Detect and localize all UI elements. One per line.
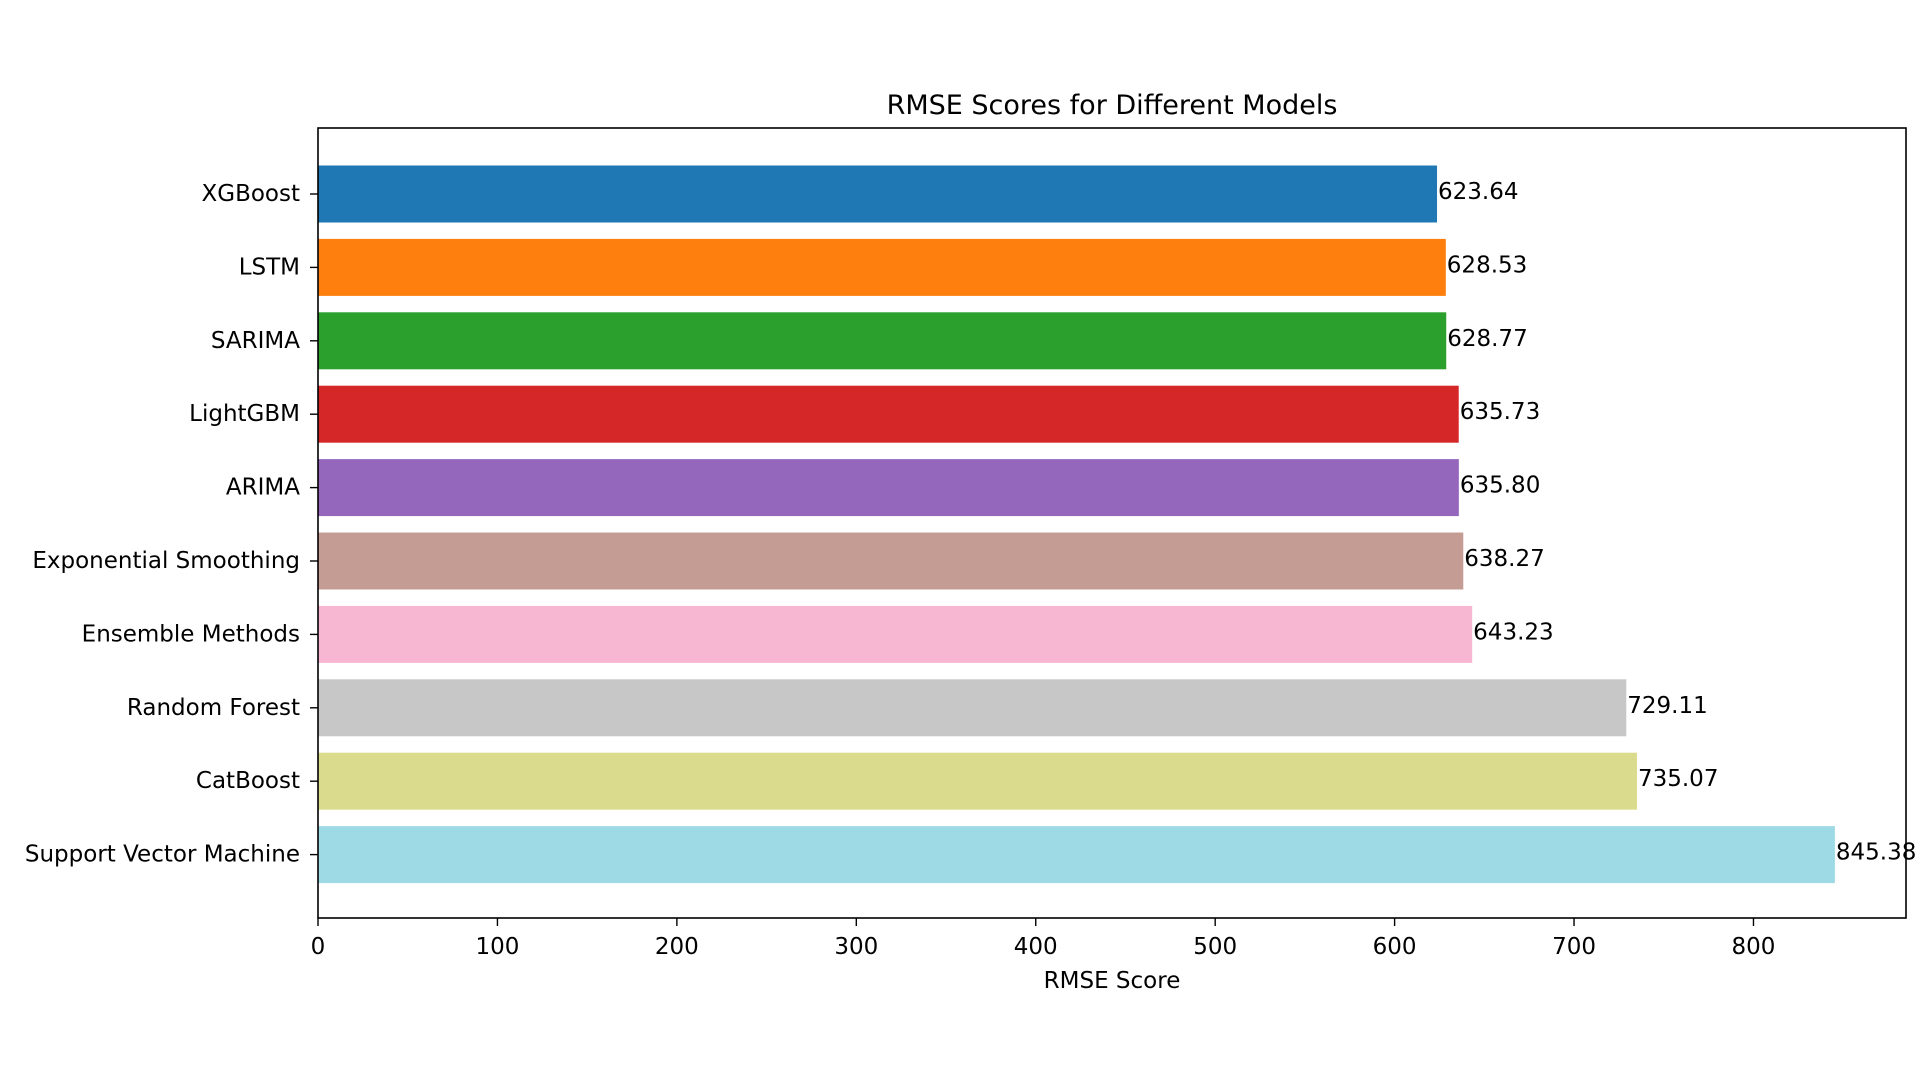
bar-lightgbm [318, 385, 1459, 443]
y-tick-label-sarima: SARIMA [211, 328, 300, 354]
y-tick-label-lightgbm: LightGBM [189, 401, 300, 427]
bar-support-vector-machine [318, 826, 1835, 884]
bar-exponential-smoothing [318, 532, 1464, 590]
y-tick-labels: XGBoost LSTM SARIMA LightGBM ARIMA Exponentia… [25, 181, 318, 868]
value-label-catboost: 735.07 [1638, 766, 1718, 792]
bar-random-forest [318, 679, 1627, 737]
chart-title: RMSE Scores for Different Models [887, 90, 1338, 121]
value-label-sarima: 628.77 [1447, 326, 1527, 352]
x-tick-label-200: 200 [655, 934, 699, 960]
y-tick-label-lstm: LSTM [239, 254, 300, 280]
y-tick-label-random-forest: Random Forest [127, 695, 300, 721]
y-tick-label-xgboost: XGBoost [201, 181, 300, 207]
x-tick-label-800: 800 [1732, 934, 1776, 960]
x-tick-label-600: 600 [1373, 934, 1417, 960]
bar-ensemble-methods [318, 605, 1473, 663]
x-tick-label-400: 400 [1014, 934, 1058, 960]
value-label-ensemble-methods: 643.23 [1473, 619, 1553, 645]
x-tick-label-700: 700 [1552, 934, 1596, 960]
value-labels: 623.64 628.53 628.77 635.73 635.80 638.27 643.… [1438, 179, 1916, 866]
value-label-random-forest: 729.11 [1627, 693, 1707, 719]
y-tick-label-ensemble-methods: Ensemble Methods [82, 621, 300, 647]
value-label-xgboost: 623.64 [1438, 179, 1518, 205]
y-tick-label-exponential-smoothing: Exponential Smoothing [32, 548, 300, 574]
value-label-arima: 635.80 [1460, 473, 1540, 499]
x-tick-label-0: 0 [311, 934, 326, 960]
x-ticks: 0 100 200 300 400 500 600 700 800 [311, 918, 1776, 960]
bar-catboost [318, 752, 1637, 810]
y-tick-label-catboost: CatBoost [196, 768, 300, 794]
bar-xgboost [318, 165, 1438, 223]
bars-group [318, 165, 1835, 884]
bar-arima [318, 459, 1459, 517]
value-label-support-vector-machine: 845.38 [1836, 840, 1916, 866]
bar-sarima [318, 312, 1447, 370]
value-label-exponential-smoothing: 638.27 [1464, 546, 1544, 572]
x-tick-label-300: 300 [834, 934, 878, 960]
bar-lstm [318, 238, 1446, 296]
x-axis-label: RMSE Score [1044, 968, 1181, 994]
plot-frame [317, 127, 1907, 919]
value-label-lightgbm: 635.73 [1460, 399, 1540, 425]
value-label-lstm: 628.53 [1447, 252, 1527, 278]
y-tick-label-support-vector-machine: Support Vector Machine [25, 842, 300, 868]
x-tick-label-100: 100 [475, 934, 519, 960]
y-tick-label-arima: ARIMA [226, 475, 300, 501]
x-tick-label-500: 500 [1193, 934, 1237, 960]
